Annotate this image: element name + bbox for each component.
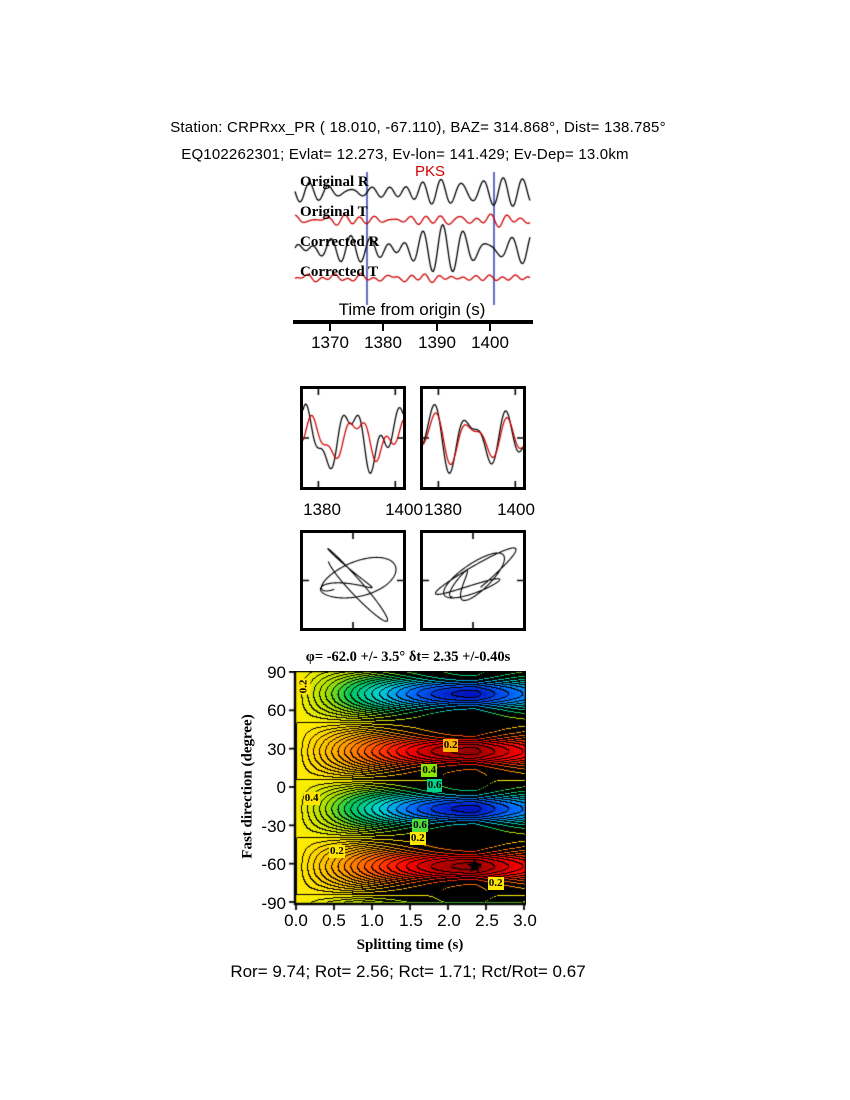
contour-label: 0.2 bbox=[487, 876, 504, 890]
trace-label-corrected-r: Corrected R bbox=[300, 234, 380, 250]
compare-canvas-original bbox=[303, 389, 403, 487]
particle-motion-box-corrected bbox=[420, 530, 526, 631]
station-header: Station: CRPRxx_PR ( 18.010, -67.110), B… bbox=[170, 119, 666, 136]
contour-label: 0.6 bbox=[412, 819, 428, 832]
contour-ytick-label: 90 bbox=[267, 663, 286, 682]
contour-title: φ= -62.0 +/- 3.5° δt= 2.35 +/-0.40s bbox=[305, 649, 511, 665]
compare-canvas-corrected bbox=[423, 389, 523, 487]
contour-canvas bbox=[288, 671, 526, 912]
compare-tick-label: 1400 bbox=[497, 500, 535, 519]
time-tick-label: 1390 bbox=[418, 333, 456, 352]
contour-xtick-label: 0.0 bbox=[284, 911, 308, 930]
contour-label: 0.4 bbox=[421, 763, 438, 777]
particle-canvas-corrected bbox=[423, 533, 523, 628]
trace-label-original-t: Original T bbox=[300, 204, 368, 220]
window-compare-box-original bbox=[300, 386, 406, 490]
contour-xtick-label: 1.5 bbox=[399, 911, 423, 930]
particle-canvas-original bbox=[303, 533, 403, 628]
results-footer: Ror= 9.74; Rot= 2.56; Rct= 1.71; Rct/Rot… bbox=[230, 962, 586, 981]
contour-label: 0.4 bbox=[303, 792, 320, 806]
contour-xtick-label: 2.0 bbox=[437, 911, 461, 930]
window-compare-box-corrected bbox=[420, 386, 526, 490]
time-axis-tick bbox=[489, 324, 491, 331]
trace-label-corrected-t: Corrected T bbox=[300, 264, 379, 280]
time-tick-label: 1380 bbox=[364, 333, 402, 352]
trace-label-original-r: Original R bbox=[300, 174, 369, 190]
compare-tick-label: 1400 bbox=[385, 500, 423, 519]
contour-ytick-label: -90 bbox=[261, 894, 286, 913]
contour-xtick-label: 1.0 bbox=[360, 911, 384, 930]
contour-label: 0.6 bbox=[426, 779, 443, 793]
contour-ytick-label: 0 bbox=[276, 778, 286, 797]
time-tick-label: 1370 bbox=[311, 333, 349, 352]
contour-ytick-label: -60 bbox=[261, 855, 286, 874]
particle-motion-box-original bbox=[300, 530, 406, 631]
compare-tick-label: 1380 bbox=[303, 500, 341, 519]
contour-ytick-label: -30 bbox=[261, 817, 286, 836]
contour-label: 0.2 bbox=[297, 679, 311, 695]
time-axis-line bbox=[293, 320, 533, 324]
phase-label: PKS bbox=[415, 163, 446, 180]
contour-ytick-label: 30 bbox=[267, 740, 286, 759]
contour-label: 0.2 bbox=[409, 831, 426, 845]
contour-ytick-label: 60 bbox=[267, 701, 286, 720]
time-tick-label: 1400 bbox=[471, 333, 509, 352]
compare-tick-label: 1380 bbox=[424, 500, 462, 519]
time-axis-tick bbox=[436, 324, 438, 331]
contour-xtick-label: 0.5 bbox=[322, 911, 346, 930]
time-axis-label: Time from origin (s) bbox=[338, 300, 486, 319]
waveform-canvas bbox=[290, 168, 535, 308]
contour-label: 0.2 bbox=[328, 844, 345, 858]
contour-xtick-label: 2.5 bbox=[475, 911, 499, 930]
contour-xlabel: Splitting time (s) bbox=[356, 937, 464, 953]
time-axis-tick bbox=[382, 324, 384, 331]
contour-xtick-label: 3.0 bbox=[513, 911, 537, 930]
contour-annotations: 0.2 0.4 0.6 0.4 0.6 0.2 0.2 0.2 0.2 bbox=[296, 672, 525, 903]
event-header: EQ102262301; Evlat= 12.273, Ev-lon= 141.… bbox=[181, 146, 629, 163]
time-axis-tick bbox=[329, 324, 331, 331]
contour-label: 0.2 bbox=[442, 739, 459, 753]
